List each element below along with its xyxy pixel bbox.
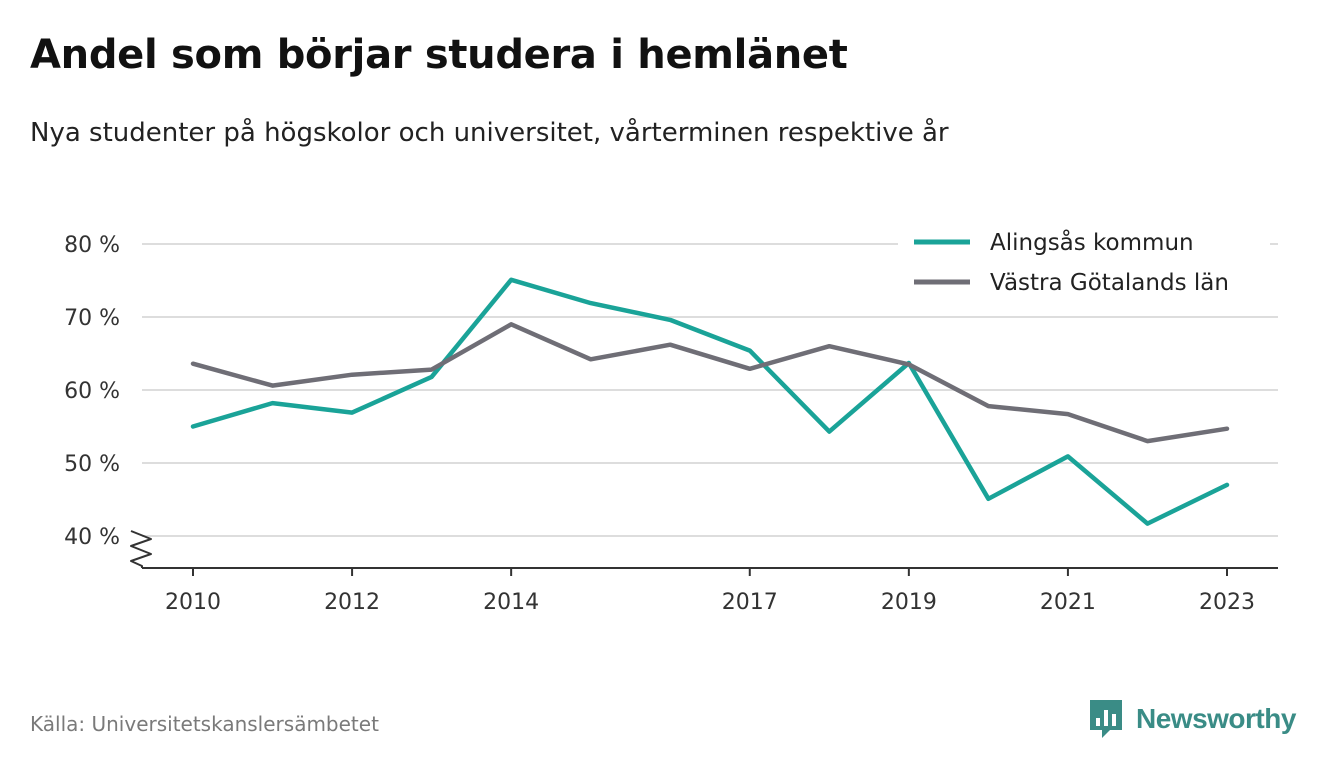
y-tick-label: 50 %	[64, 452, 120, 477]
x-tick-label: 2023	[1199, 590, 1255, 615]
brand-name: Newsworthy	[1136, 703, 1296, 734]
chart-title: Andel som börjar studera i hemlänet	[30, 32, 848, 78]
y-tick-label: 60 %	[64, 379, 120, 404]
legend: Alingsås kommun Västra Götalands län	[898, 222, 1270, 306]
y-tick-label: 40 %	[64, 525, 120, 550]
chart-subtitle: Nya studenter på högskolor och universit…	[30, 118, 949, 148]
newsworthy-logo-icon	[1090, 700, 1122, 738]
legend-label: Västra Götalands län	[990, 270, 1229, 296]
legend-background	[898, 222, 1270, 306]
series-line-1	[190, 277, 1230, 526]
legend-label: Alingsås kommun	[990, 228, 1194, 256]
y-tick-label: 80 %	[64, 233, 120, 258]
x-tick-label: 2012	[324, 590, 380, 615]
y-axis-tick-labels: 40 % 50 % 60 % 70 % 80 %	[64, 233, 120, 550]
series-lines	[190, 277, 1230, 526]
series-line-2	[190, 322, 1230, 444]
x-axis: 2010 2012 2014 2017 2019 2021 2023	[130, 530, 1278, 615]
source-note: Källa: Universitetskanslersämbetet	[30, 712, 379, 736]
x-tick-label: 2019	[881, 590, 937, 615]
x-tick-label: 2021	[1040, 590, 1096, 615]
y-axis-break-mark	[130, 530, 152, 568]
x-tick-label: 2010	[165, 590, 221, 615]
y-tick-label: 70 %	[64, 306, 120, 331]
newsworthy-logo: Newsworthy	[1088, 698, 1296, 740]
x-tick-label: 2014	[483, 590, 539, 615]
x-tick-label: 2017	[722, 590, 778, 615]
